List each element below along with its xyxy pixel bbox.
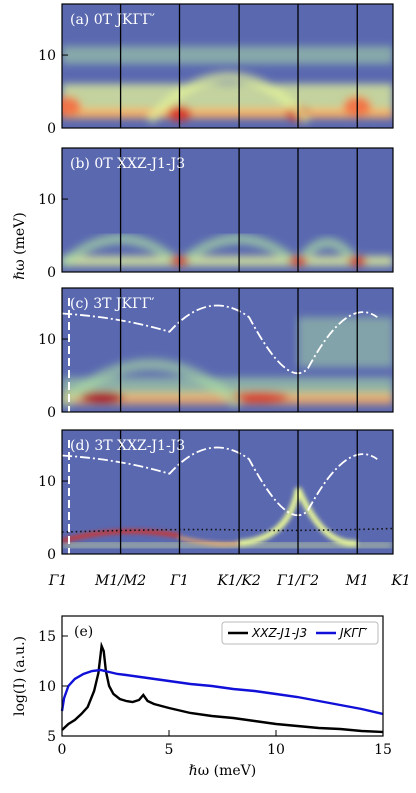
y-tick-label: 0	[47, 265, 56, 281]
legend-label: XXZ-J1-J3	[251, 626, 307, 640]
heatmap-background	[62, 148, 393, 272]
line-chart-x-axis-label: ℏω (meV)	[189, 763, 256, 779]
panel-frame	[61, 287, 394, 413]
panel-label: (c) 3T JKΓΓ′	[70, 296, 155, 312]
panel-frame	[61, 147, 394, 273]
path-tick-label: Γ1	[48, 573, 68, 589]
series-line-2	[60, 668, 384, 716]
y-tick-label: 0	[47, 405, 56, 421]
heatmap-panel-2: 0 10 (b) 0T XXZ-J1-J3	[38, 147, 394, 281]
panel-label-e: (e)	[74, 624, 93, 640]
y-tick-label: 10	[38, 679, 56, 695]
spin-wave-guides	[62, 440, 393, 554]
heatmap-y-axis-label: ℏω (meV)	[12, 212, 28, 279]
y-tick-label: 0	[47, 121, 56, 137]
path-tick-label: Γ1	[169, 573, 189, 589]
panel-label: (d) 3T XXZ-J1-J3	[70, 438, 185, 454]
y-tick-label: 10	[38, 48, 56, 64]
y-tick-label: 10	[38, 474, 56, 490]
spin-wave-guides	[62, 298, 378, 412]
y-tick-label: 10	[38, 192, 56, 208]
panel-frame	[61, 3, 394, 129]
panel-label: (b) 0T XXZ-J1-J3	[70, 156, 185, 172]
heatmap-panel-3: 0 10 (c) 3T JKΓΓ′	[38, 287, 394, 421]
line-chart-y-axis-label: log(I) (a.u.)	[12, 636, 28, 716]
x-tick-label: 10	[267, 742, 285, 758]
path-tick-label: M1	[345, 573, 369, 589]
series-line-1	[61, 641, 384, 734]
path-tick-label: M1/M2	[94, 573, 146, 589]
heatmap-panel-4: 0 10 (d) 3T XXZ-J1-J3	[38, 429, 394, 563]
y-tick-label: 10	[38, 332, 56, 348]
heatmap-panel-1: 0 10 (a) 0T JKΓΓ′	[38, 3, 394, 137]
y-tick-label: 0	[47, 547, 56, 563]
panel-frame	[61, 429, 394, 555]
x-tick-label: 0	[58, 742, 67, 758]
path-tick-labels: Γ1 M1/M2 Γ1 K1/K2 Γ1/Γ2 M1 K1	[48, 573, 411, 589]
heatmap-panels: 0 10 (a) 0T JKΓΓ′ 0 10 (b) 0T XXZ-J1-J3 0 10 (c)…	[38, 3, 394, 563]
path-tick-label: Γ1/Γ2	[276, 573, 319, 589]
path-tick-label: K1	[390, 573, 410, 589]
intensity-map	[62, 46, 393, 125]
intensity-map	[62, 317, 393, 410]
x-tick-label: 5	[165, 742, 174, 758]
y-tick-label: 5	[47, 729, 56, 745]
path-tick-label: K1/K2	[216, 573, 261, 589]
line-chart-frame	[61, 615, 384, 737]
legend-label: JKΓΓ′	[338, 626, 368, 640]
x-tick-label: 15	[374, 742, 392, 758]
panel-label: (a) 0T JKΓΓ′	[70, 12, 155, 28]
legend: XXZ-J1-J3 JKΓΓ′	[221, 621, 379, 645]
y-tick-label: 15	[38, 629, 56, 645]
